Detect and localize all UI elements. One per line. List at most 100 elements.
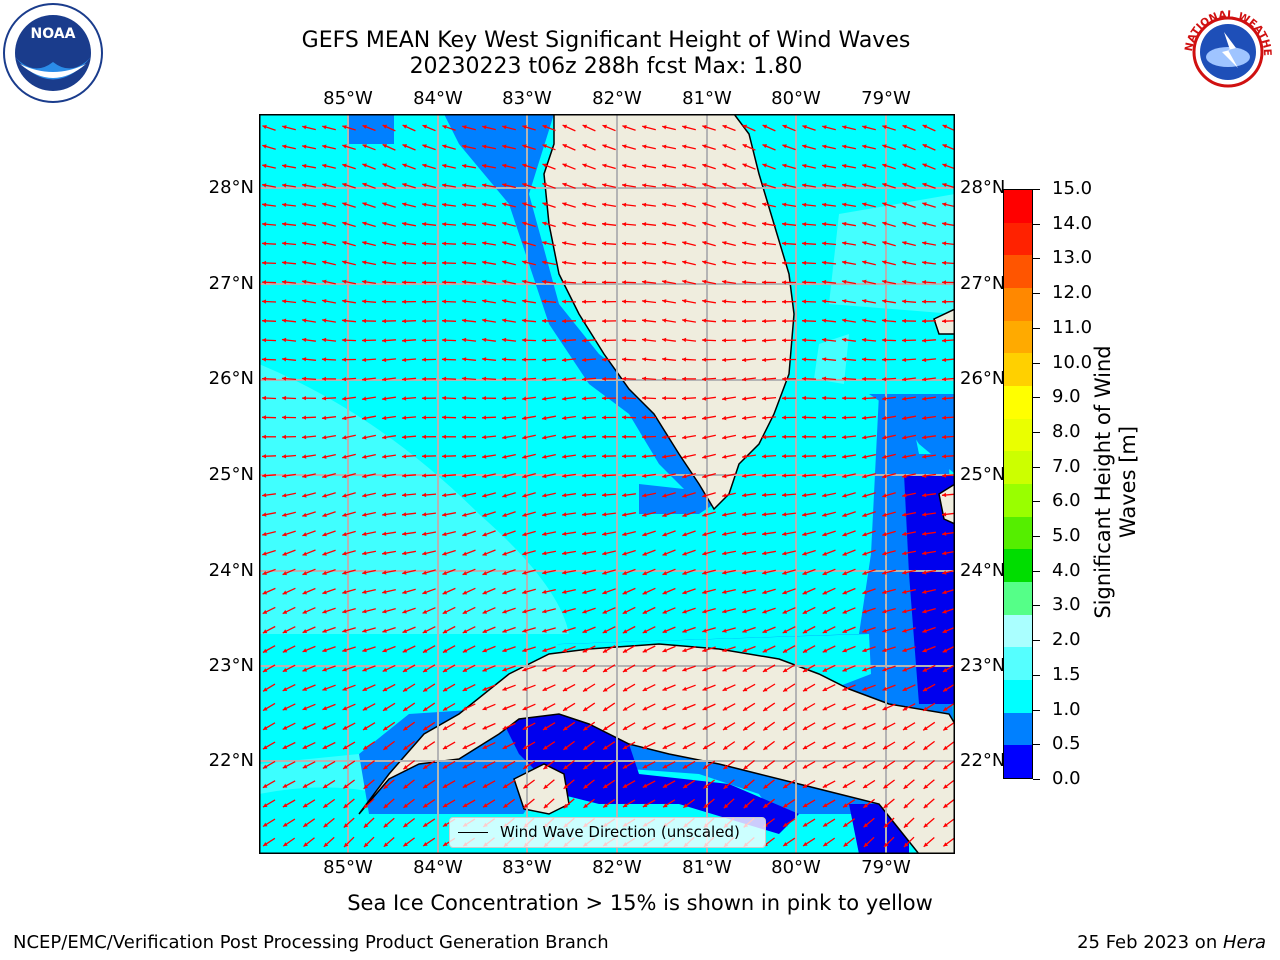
wind-wave-arrow-head <box>302 125 307 130</box>
wind-wave-arrow-head <box>942 609 947 614</box>
wind-wave-arrow-head <box>782 318 786 324</box>
wind-wave-arrow-head <box>263 726 268 730</box>
wind-wave-arrow-head <box>422 473 427 478</box>
wind-wave-arrow-head <box>762 163 767 168</box>
wind-wave-arrow-head <box>322 435 327 440</box>
wind-wave-arrow-head <box>543 803 549 809</box>
wind-wave-arrow-head <box>682 764 688 769</box>
wind-wave-arrow-head <box>302 415 306 420</box>
wind-wave-arrow-head <box>903 765 908 770</box>
wind-wave-arrow-head <box>442 434 446 439</box>
wind-wave-arrow-head <box>322 376 326 381</box>
wind-wave-arrow-head <box>662 202 667 207</box>
wind-wave-arrow-head <box>302 260 307 265</box>
wind-wave-arrow-head <box>943 765 948 770</box>
wind-wave-arrow-head <box>522 163 527 168</box>
wind-wave-arrow-head <box>603 687 608 692</box>
wind-wave-arrow-head <box>782 260 786 266</box>
wind-wave-arrow-head <box>302 571 307 576</box>
wind-wave-arrow-head <box>942 415 947 420</box>
wind-wave-arrow-head <box>642 357 647 362</box>
wind-wave-arrow-head <box>762 396 767 401</box>
wind-wave-arrow-head <box>682 745 688 749</box>
wind-wave-arrow-head <box>362 648 367 653</box>
colorbar-tick-label: 12.0 <box>1052 282 1093 304</box>
wind-wave-arrow-head <box>263 687 268 692</box>
wind-wave-arrow-head <box>282 667 288 672</box>
wind-wave-arrow-head <box>282 725 288 730</box>
wind-wave-arrow-head <box>402 492 407 498</box>
wind-wave-arrow-head <box>662 474 667 479</box>
wind-wave-arrow-head <box>942 473 947 478</box>
wind-wave-arrow-head <box>742 609 747 614</box>
wind-wave-arrow-head <box>642 493 647 498</box>
wind-wave-arrow-head <box>722 182 727 187</box>
wind-wave-arrow-head <box>282 125 287 130</box>
wind-wave-arrow-head <box>662 376 667 381</box>
wind-wave-arrow-head <box>362 240 367 246</box>
wind-wave-arrow-head <box>943 822 948 827</box>
wind-wave-arrow-head <box>362 182 367 187</box>
wind-wave-arrow-head <box>762 124 768 129</box>
wind-wave-arrow-head <box>263 822 268 827</box>
wind-wave-arrow-head <box>902 687 908 691</box>
wind-wave-arrow-head <box>642 144 647 149</box>
wind-wave-arrow-head <box>302 221 307 227</box>
wind-wave-arrow-head <box>642 260 647 265</box>
wind-wave-arrow-head <box>702 396 707 401</box>
wind-wave-arrow-head <box>342 163 347 168</box>
wind-wave-arrow-head <box>282 395 287 401</box>
wind-wave-arrow-head <box>682 125 687 130</box>
wind-wave-arrow-head <box>322 183 327 188</box>
wind-wave-arrow-head <box>783 803 788 808</box>
wind-wave-arrow-head <box>282 163 287 169</box>
wind-wave-arrow-head <box>522 493 527 498</box>
wind-wave-arrow-head <box>822 648 828 653</box>
wind-wave-arrow-head <box>403 745 408 750</box>
wind-wave-arrow-head <box>622 454 626 459</box>
wind-wave-arrow-head <box>622 571 627 575</box>
wind-wave-arrow-head <box>722 396 727 401</box>
wind-wave-arrow-head <box>603 784 608 789</box>
lon-label-bottom: 79°W <box>861 857 911 878</box>
wind-wave-arrow-head <box>763 803 768 808</box>
lat-label-left: 25°N <box>208 464 254 485</box>
noaa-logo-text: NOAA <box>31 26 76 42</box>
wind-wave-arrow-head <box>722 299 727 304</box>
wind-wave-arrow-head <box>322 337 327 343</box>
wind-wave-arrow-head <box>543 745 548 750</box>
wind-wave-arrow-head <box>502 260 507 265</box>
wind-wave-arrow-head <box>343 764 348 769</box>
wind-wave-arrow-head <box>862 454 867 459</box>
wind-wave-arrow-head <box>862 706 867 711</box>
wind-wave-arrow-head <box>702 357 706 362</box>
wind-wave-arrow-head <box>642 687 648 691</box>
wind-wave-arrow-head <box>903 726 908 730</box>
wind-wave-arrow-head <box>763 784 768 789</box>
wind-wave-arrow-head <box>303 842 308 847</box>
wind-wave-arrow-head <box>762 648 768 653</box>
wind-wave-arrow-head <box>262 512 267 517</box>
wind-wave-arrow-head <box>922 299 926 304</box>
wind-wave-arrow-head <box>942 319 947 324</box>
lon-label-top: 83°W <box>502 88 552 109</box>
wind-wave-arrow-head <box>422 531 427 536</box>
wind-wave-arrow-head <box>902 241 907 246</box>
wind-wave-arrow-head <box>542 473 547 479</box>
wind-wave-arrow-head <box>682 454 687 459</box>
wind-wave-arrow-head <box>262 668 268 672</box>
wind-wave-arrow-head <box>502 570 507 575</box>
wind-wave-arrow-head <box>442 571 447 575</box>
wind-wave-arrow-head <box>362 299 367 304</box>
wind-wave-arrow-head <box>742 551 747 556</box>
wind-wave-arrow-head <box>462 687 468 691</box>
wind-wave-arrow-head <box>883 745 888 750</box>
wind-wave-arrow-head <box>802 241 807 246</box>
wind-wave-arrow-head <box>362 415 367 421</box>
wind-wave-arrow-head <box>542 241 547 246</box>
wind-wave-arrow-head <box>902 338 906 343</box>
wind-wave-arrow-head <box>282 337 287 343</box>
wind-wave-arrow-head <box>522 125 527 130</box>
land-cuba <box>358 643 955 854</box>
wind-wave-arrow-head <box>662 435 667 440</box>
